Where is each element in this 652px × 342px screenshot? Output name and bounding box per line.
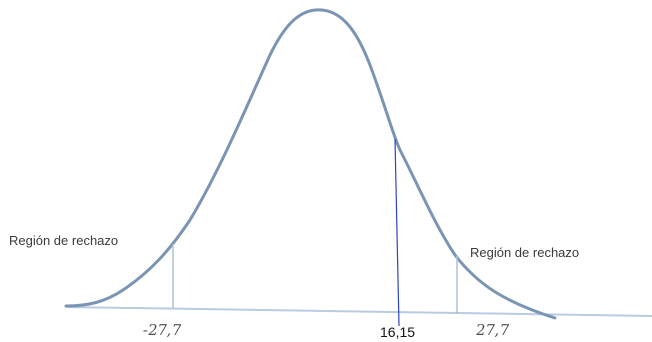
left-critical-value: -27,7 [141,321,183,339]
axis-baseline [65,306,652,317]
right-critical-value: 27,7 [474,321,511,339]
test-statistic-line [394,138,400,327]
bell-curve [64,8,557,320]
left-rejection-region-label: Región de rechazo [9,233,119,248]
test-statistic-value: 16,15 [380,324,416,340]
right-rejection-region-label: Región de rechazo [470,245,580,260]
